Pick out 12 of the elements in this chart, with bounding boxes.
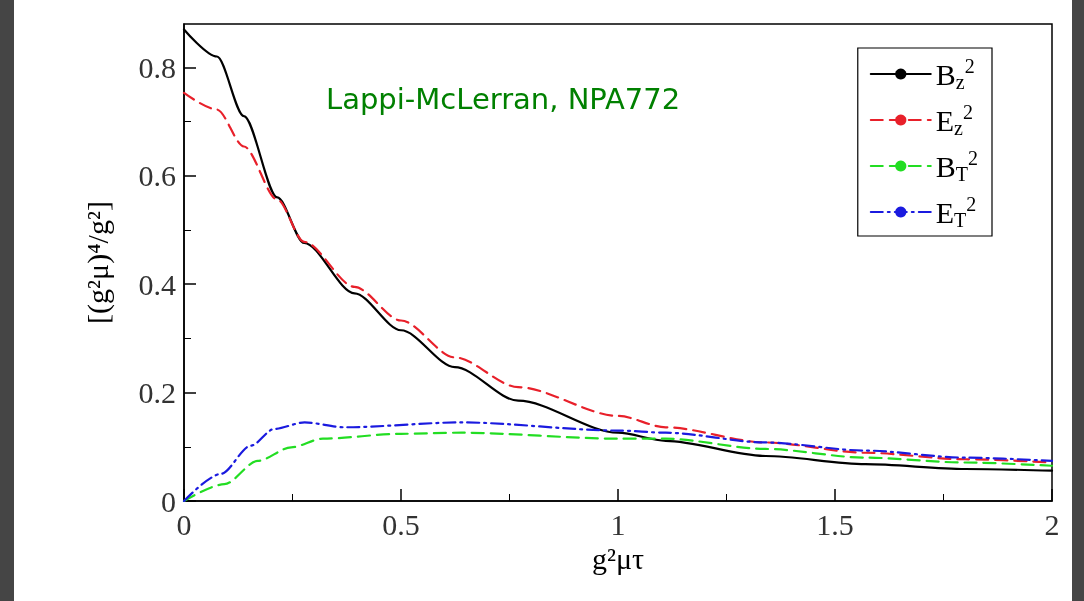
y-tick-label: 0 [161, 484, 176, 518]
annotation: Lappi-McLerran, NPA772 [326, 81, 681, 116]
y-tick-label: 0.4 [138, 267, 176, 301]
x-axis-title: g²μτ [591, 542, 645, 576]
x-tick-label: 1 [610, 507, 626, 541]
y-tick-label: 0.6 [138, 159, 176, 193]
y-tick-label: 0.8 [138, 50, 176, 84]
y-tick-label: 0.2 [138, 376, 176, 410]
x-tick-label: 1.5 [816, 507, 854, 541]
x-tick-label: 2 [1044, 507, 1060, 541]
y-axis-title: [(g²μ)⁴/g²] [80, 201, 115, 324]
x-tick-label: 0.5 [382, 507, 420, 541]
